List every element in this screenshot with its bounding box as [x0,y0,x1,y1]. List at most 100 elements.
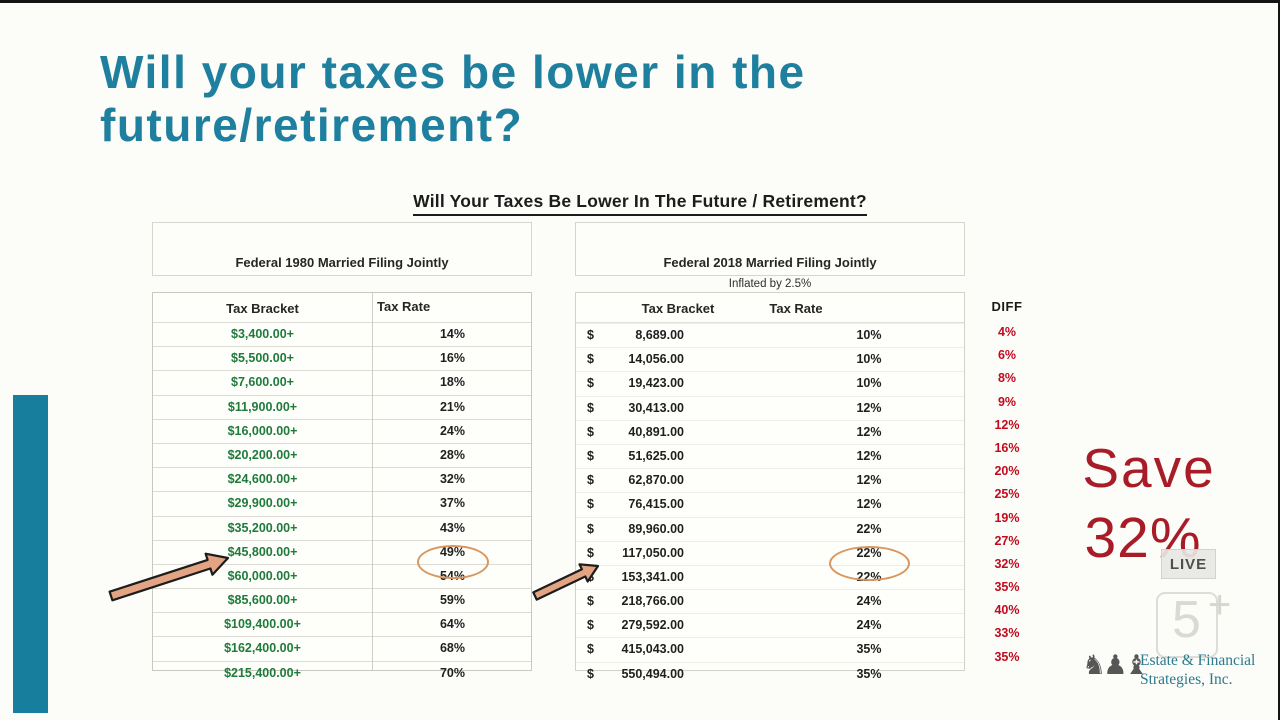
table-row: $20,200.00+ 28% [153,442,531,467]
tax-rate-cell: 28% [439,447,466,462]
tax-rate-cell: 24% [439,423,466,438]
tax-bracket-cell: $7,600.00+ [231,375,294,390]
table-row: $215,400.00+ 70% [153,660,531,685]
arrow-icon-left [108,552,230,602]
chess-pieces-icon: ♞♟♝ [1082,650,1149,680]
diff-cell: 32% [994,556,1020,571]
slide-subtitle-wrap: Will Your Taxes Be Lower In The Future /… [340,191,940,216]
currency-symbol: $ [587,424,594,439]
tax-rate-cell: 10% [856,328,882,342]
tax-bracket-cell: 14,056.00 [628,352,684,367]
currency-symbol: $ [587,594,594,609]
table-row: $24,600.00+ 32% [153,467,531,491]
table-1980-title: Federal 1980 Married Filing Jointly [152,222,532,276]
tax-rate-cell: 16% [439,351,466,366]
tax-bracket-cell: 89,960.00 [628,521,684,536]
diff-cell: 35% [994,649,1020,664]
table-1980-column-divider [372,293,373,670]
currency-symbol: $ [587,521,594,536]
station-logo-5: 5 [1172,591,1201,649]
table-row: $14,056.00 10% [576,347,964,371]
diff-cell: 16% [994,440,1020,455]
company-name-line2: Strategies, Inc. [1140,671,1233,688]
tax-rate-cell: 12% [856,473,882,488]
tax-rate-cell: 37% [439,496,466,511]
tax-rate-cell: 10% [856,352,882,367]
currency-symbol: $ [587,642,594,657]
page-title: Will your taxes be lower in the future/r… [100,46,806,151]
table-row: $30,413.00 12% [576,395,964,420]
column-header-diff: DIFF [991,299,1023,314]
company-name-line1: Estate & Financial [1140,652,1256,669]
column-header-tax-rate: Tax Rate [769,301,823,316]
tax-bracket-cell: $20,200.00+ [227,447,298,462]
tax-bracket-cell: $60,000.00+ [227,568,298,583]
table-row: $162,400.00+ 68% [153,636,531,660]
tax-rate-cell: 59% [439,593,466,608]
tax-bracket-cell: 218,766.00 [621,594,684,609]
currency-symbol: $ [587,497,594,512]
tax-bracket-cell: $24,600.00+ [227,472,298,487]
highlight-circle-1980-rate [417,545,489,579]
tax-rate-cell: 35% [856,666,882,681]
table-2018: Tax Bracket Tax Rate $8,689.00 10% $14,056… [575,292,965,681]
column-header-tax-rate: Tax Rate [377,299,431,314]
diff-cell: 8% [997,371,1017,386]
tax-bracket-cell: $215,400.00+ [224,665,301,680]
tax-rate-cell: 70% [439,665,466,680]
tax-bracket-cell: 117,050.00 [622,545,684,560]
right-border [1278,0,1280,720]
table-row: $16,000.00+ 24% [153,418,531,443]
live-badge: LIVE [1161,549,1216,579]
table-row: $8,689.00 10% [576,323,964,347]
tax-rate-cell: 24% [856,618,882,633]
top-border [0,0,1280,3]
table-row: $279,592.00 24% [576,613,964,637]
station-logo-box [1156,592,1218,658]
table-1980: Tax Bracket Tax Rate $3,400.00+ 14% $5,500… [152,292,532,680]
tax-bracket-cell: 30,413.00 [628,400,684,415]
tax-bracket-cell: $16,000.00+ [227,423,298,438]
tax-bracket-cell: 76,415.00 [628,497,684,512]
currency-symbol: $ [587,328,594,342]
save-callout-word: Save [1082,437,1216,499]
tax-rate-cell: 21% [439,399,466,414]
diff-cell: 33% [994,626,1020,641]
tax-rate-cell: 68% [439,641,466,656]
table-row: $62,870.00 12% [576,468,964,492]
diff-cell: 6% [997,348,1017,363]
company-logo-text: Estate & Financial Strategies, Inc. [1140,651,1275,689]
tax-rate-cell: 12% [856,424,882,439]
table-2018-title: Federal 2018 Married Filing Jointly [575,222,965,276]
tax-bracket-cell: $3,400.00+ [231,327,294,341]
table-row: $51,625.00 12% [576,443,964,468]
table-2018-rows: $8,689.00 10% $14,056.00 10% $19,423.00 10% $3… [576,323,964,686]
table-row: $109,400.00+ 64% [153,612,531,636]
tax-bracket-cell: $11,900.00+ [227,399,298,414]
tax-rate-cell: 35% [856,642,882,657]
slide-subtitle: Will Your Taxes Be Lower In The Future /… [413,191,867,216]
currency-symbol: $ [587,352,594,367]
diff-cell: 40% [994,603,1020,618]
table-1980-rows: $3,400.00+ 14% $5,500.00+ 16% $7,600.00+ 18% $… [153,322,531,685]
tax-rate-cell: 24% [856,594,882,609]
tax-bracket-cell: 8,689.00 [635,328,684,342]
currency-symbol: $ [587,666,594,681]
table-row: $218,766.00 24% [576,589,964,613]
tax-bracket-cell: $162,400.00+ [224,641,301,656]
tax-rate-cell: 12% [856,448,882,463]
currency-symbol: $ [587,473,594,488]
diff-cell: 19% [994,510,1020,525]
diff-cell: 12% [994,417,1020,432]
diff-cell: 25% [994,487,1020,502]
tax-rate-cell: 10% [856,376,882,391]
table-row: $89,960.00 22% [576,516,964,541]
station-logo-plus: + [1208,583,1232,627]
table-1980-header: Tax Bracket Tax Rate [153,293,531,322]
table-row: $19,423.00 10% [576,371,964,395]
tax-bracket-cell: $29,900.00+ [227,496,298,511]
currency-symbol: $ [587,448,594,463]
currency-symbol: $ [587,545,594,560]
tax-rate-cell: 14% [439,327,466,341]
